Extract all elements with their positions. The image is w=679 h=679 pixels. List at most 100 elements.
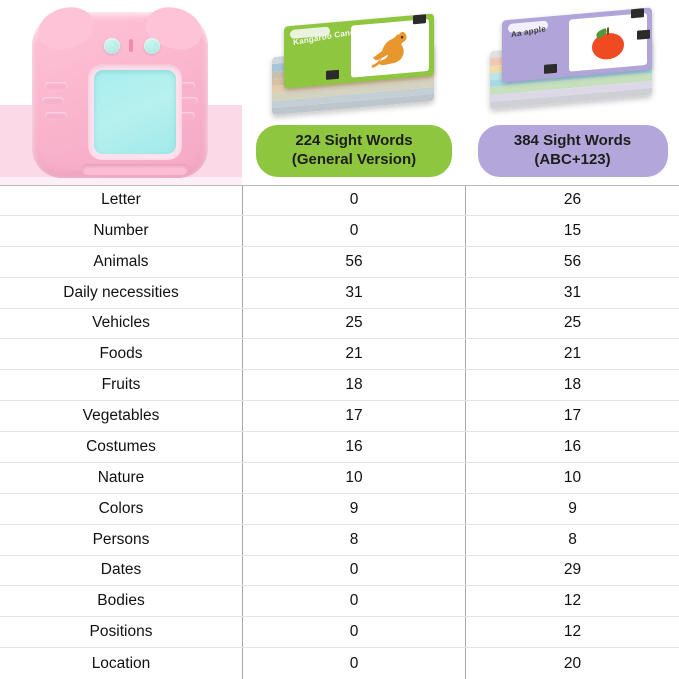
pill-label-general-version: 224 Sight Words (General Version) (256, 125, 452, 177)
table-cell-general-version: 17 (242, 401, 466, 431)
table-row: Letter 0 26 (0, 185, 679, 216)
whisker-left-3 (45, 112, 67, 119)
table-cell-abc123: 56 (563, 252, 582, 270)
device-button-right (144, 38, 160, 54)
table-cell-general-version: 0 (242, 648, 466, 679)
table-row: Fruits 18 18 (0, 370, 679, 402)
table-cell-category: Foods (99, 345, 143, 363)
pill-line-1: 384 Sight Words (513, 132, 632, 150)
pink-background-strip (0, 177, 242, 185)
table-row: Costumes 16 16 (0, 432, 679, 463)
table-cell-abc123: 15 (563, 221, 582, 239)
table-cell-category: Bodies (97, 592, 145, 610)
whisker-right-3 (173, 112, 195, 119)
header-cell-general-version: Kangaroo Cangaru 224 Sight Words (Genera… (242, 0, 466, 185)
table-cell-category: Persons (92, 530, 150, 548)
table-cell-category: Animals (93, 252, 149, 270)
table-cell-category: Vehicles (92, 314, 150, 332)
deck-card-face (569, 12, 647, 72)
pill-line-2: (General Version) (291, 150, 417, 168)
card-deck-purple-image: Aa apple (484, 7, 660, 110)
table-row: Animals 56 56 (0, 246, 679, 278)
table-row: Number 0 15 (0, 215, 679, 247)
table-row: Dates 0 29 (0, 555, 679, 587)
table-cell-abc123: 18 (563, 376, 582, 394)
pill-line-1: 224 Sight Words (295, 132, 413, 150)
table-row: Positions 0 12 (0, 617, 679, 649)
card-deck-purple-top-card: Aa apple (502, 7, 652, 83)
table-cell-category: Positions (89, 623, 153, 641)
device-image (18, 1, 223, 180)
table-row: Nature 10 10 (0, 462, 679, 494)
whisker-right-2 (176, 97, 198, 104)
table-cell-category: Dates (100, 561, 142, 579)
table-cell-abc123: 21 (563, 345, 582, 363)
table-cell-general-version: 16 (242, 432, 466, 462)
table-row: Persons 8 8 (0, 524, 679, 556)
table-row: Location 0 20 (0, 648, 679, 679)
table-row: Foods 21 21 (0, 339, 679, 371)
apple-stem-shape (607, 27, 609, 36)
table-row: Daily necessities 31 31 (0, 277, 679, 309)
kangaroo-icon (371, 31, 407, 68)
table-cell-general-version: 0 (242, 215, 466, 246)
table-cell-general-version: 0 (242, 586, 466, 617)
device-body (32, 1, 208, 178)
table-cell-category: Daily necessities (63, 283, 179, 301)
device-led-indicator (129, 39, 133, 52)
table-cell-general-version: 25 (242, 308, 466, 339)
table-cell-abc123: 12 (563, 592, 582, 610)
table-cell-abc123: 25 (563, 314, 582, 332)
table-cell-general-version: 8 (242, 524, 466, 555)
pill-line-2: (ABC+123) (534, 150, 611, 168)
table-row: Vehicles 25 25 (0, 308, 679, 340)
table-cell-abc123: 12 (563, 623, 582, 641)
device-screen (94, 70, 176, 154)
table-cell-category: Fruits (101, 376, 141, 394)
table-cell-abc123: 29 (563, 561, 582, 579)
header-cell-abc123: Aa apple 384 Sight Words (ABC+123) (466, 0, 679, 185)
apple-icon (592, 26, 624, 61)
table-cell-abc123: 16 (563, 437, 582, 455)
table-cell-category: Location (91, 654, 151, 672)
whisker-left-2 (42, 97, 64, 104)
binder-clip (637, 29, 650, 40)
table-cell-abc123: 9 (568, 499, 577, 517)
table-cell-category: Letter (101, 191, 141, 209)
table-cell-abc123: 26 (563, 191, 582, 209)
binder-clip (631, 8, 644, 19)
pill-label-abc123: 384 Sight Words (ABC+123) (477, 125, 668, 177)
comparison-table: Letter 0 26 Number 0 15 Animals 56 56 Daily neces… (0, 185, 679, 679)
table-cell-general-version: 0 (242, 555, 466, 586)
table-cell-abc123: 17 (563, 407, 582, 425)
deck-card-face (351, 18, 429, 78)
table-cell-abc123: 20 (563, 654, 582, 672)
cat-ear-left-shape (33, 1, 99, 55)
table-cell-general-version: 0 (242, 617, 466, 648)
table-cell-general-version: 31 (242, 277, 466, 308)
table-row: Vegetables 17 17 (0, 401, 679, 432)
device-button-left (104, 38, 120, 54)
table-cell-category: Colors (98, 499, 144, 517)
table-cell-general-version: 0 (242, 186, 466, 215)
table-row: Colors 9 9 (0, 493, 679, 525)
table-cell-abc123: 31 (563, 283, 582, 301)
card-deck-green-image: Kangaroo Cangaru (266, 13, 442, 116)
whisker-right-1 (173, 82, 195, 89)
binder-clip (413, 14, 426, 25)
device-screen-bezel (88, 64, 182, 160)
table-cell-general-version: 18 (242, 370, 466, 401)
table-cell-general-version: 9 (242, 493, 466, 524)
table-cell-general-version: 10 (242, 462, 466, 493)
table-header: Kangaroo Cangaru 224 Sight Words (Genera… (0, 0, 679, 185)
card-deck-green-top-card: Kangaroo Cangaru (284, 13, 434, 89)
table-cell-abc123: 8 (568, 530, 577, 548)
table-cell-category: Vegetables (82, 407, 160, 425)
device-card-slot (82, 164, 188, 175)
table-cell-general-version: 21 (242, 339, 466, 370)
binder-clip (544, 63, 557, 74)
table-cell-category: Number (93, 221, 149, 239)
whisker-left-1 (45, 82, 67, 89)
table-row: Bodies 0 12 (0, 586, 679, 618)
